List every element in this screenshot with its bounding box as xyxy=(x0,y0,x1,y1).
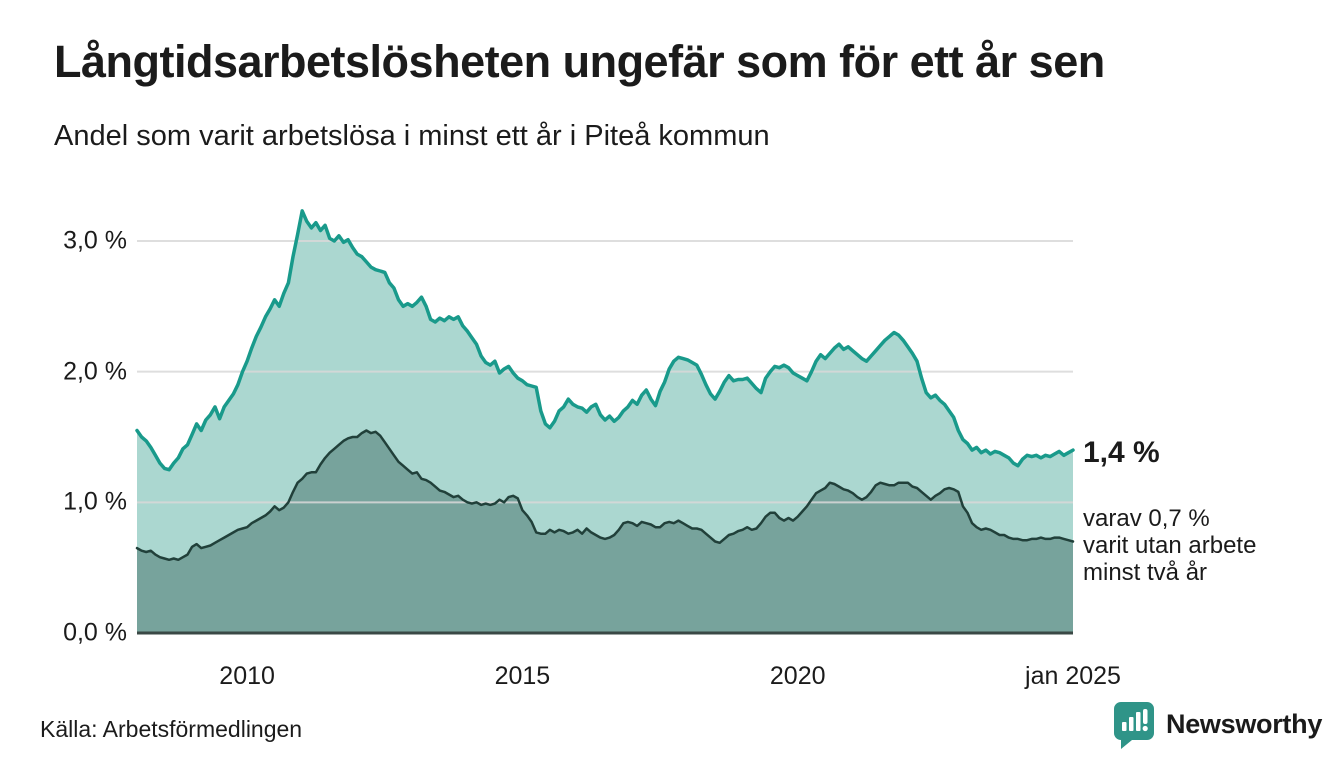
logo-exclamation-dot xyxy=(1142,725,1148,732)
x-tick-label: jan 2025 xyxy=(1025,662,1121,690)
y-tick-label: 3,0 % xyxy=(63,226,127,255)
annotation-line: minst två år xyxy=(1083,559,1208,586)
logo-exclamation-stem xyxy=(1143,709,1148,724)
page-subtitle: Andel som varit arbetslösa i minst ett å… xyxy=(54,120,770,152)
logo-bar-short xyxy=(1122,722,1127,731)
newsworthy-logo: Newsworthy xyxy=(1112,700,1322,749)
x-tick-label: 2010 xyxy=(219,662,275,690)
latest-value-annotation: 1,4 % xyxy=(1083,436,1160,469)
chart-gridlines xyxy=(137,239,1073,504)
annotation-line: varav 0,7 % xyxy=(1083,505,1210,532)
secondary-value-annotation: varav 0,7 % varit utan arbete minst två år xyxy=(1083,505,1256,586)
series-line-minst-två-år xyxy=(135,429,1075,562)
annotation-line: varit utan arbete xyxy=(1083,532,1257,559)
source-note: Källa: Arbetsförmedlingen xyxy=(40,716,303,742)
logo-bar-medium xyxy=(1129,717,1134,731)
newsworthy-logo-icon xyxy=(1114,702,1154,749)
page-title: Långtidsarbetslösheten ungefär som för e… xyxy=(54,36,1105,87)
series-line-minst-ett-år xyxy=(135,209,1075,472)
x-tick-label: 2015 xyxy=(494,662,551,690)
logo-bar-tall xyxy=(1136,712,1141,731)
chart-area-fills xyxy=(137,210,1073,633)
x-tick-label: 2020 xyxy=(769,662,826,690)
area-fill-minst-två-år xyxy=(137,430,1073,633)
y-tick-label: 0,0 % xyxy=(63,618,127,647)
newsworthy-logo-text: Newsworthy xyxy=(1166,709,1323,739)
chart-series-lines xyxy=(135,209,1075,562)
y-tick-label: 1,0 % xyxy=(63,487,127,516)
y-tick-label: 2,0 % xyxy=(63,357,127,386)
